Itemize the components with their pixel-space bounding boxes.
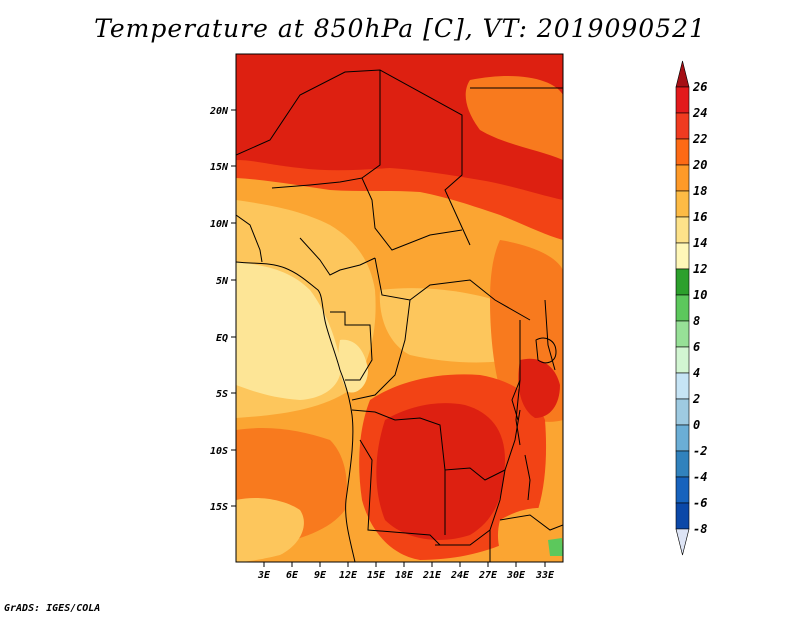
colorbar-label: -2 xyxy=(693,444,707,458)
colorbar-segment xyxy=(675,190,690,218)
map-frame xyxy=(235,53,564,563)
lat-label: 15N xyxy=(210,162,229,173)
colorbar-label: 26 xyxy=(692,80,707,94)
field-green-patch xyxy=(548,538,563,556)
colorbar-segment xyxy=(675,424,690,452)
lat-label: EQ xyxy=(216,333,228,344)
lon-axis: 3E 6E 9E 12E 15E 18E 21E 24E 27E 30E 33E xyxy=(257,562,555,581)
colorbar-label: -8 xyxy=(693,522,707,536)
colorbar xyxy=(675,60,690,556)
lon-label: 21E xyxy=(422,570,442,581)
chart-title: Temperature at 850hPa [C], VT: 201909052… xyxy=(94,14,706,43)
colorbar-segment xyxy=(675,112,690,140)
colorbar-segment xyxy=(675,502,690,530)
lon-label: 12E xyxy=(339,570,358,581)
field-ne-warm xyxy=(465,75,563,160)
lat-label: 20N xyxy=(209,106,229,117)
colorbar-segment xyxy=(675,242,690,270)
field-west-cooler xyxy=(236,262,341,400)
colorbar-segment xyxy=(675,372,690,400)
border-7 xyxy=(330,311,373,381)
colorbar-segment xyxy=(675,216,690,244)
lake-tanganyika xyxy=(515,379,521,446)
border-4 xyxy=(271,177,463,251)
colorbar-segment xyxy=(675,450,690,478)
field-se-patch xyxy=(518,358,560,418)
colorbar-label: -6 xyxy=(693,496,707,510)
lat-label: 15S xyxy=(210,502,228,513)
border-5 xyxy=(299,237,376,276)
lon-label: 33E xyxy=(535,570,555,581)
border-8 xyxy=(351,299,411,401)
lon-label: 9E xyxy=(314,570,327,581)
field-sw-cool xyxy=(236,498,304,562)
lon-label: 30E xyxy=(506,570,526,581)
colorbar-segment xyxy=(675,294,690,322)
country-borders xyxy=(236,69,563,562)
colorbar-label: 2 xyxy=(692,392,700,406)
colorbar-label: -4 xyxy=(693,470,707,484)
border-13 xyxy=(511,320,521,421)
border-16 xyxy=(499,514,563,531)
border-10 xyxy=(359,439,441,546)
field-central xyxy=(379,288,525,363)
colorbar-label: 18 xyxy=(693,184,707,198)
colorbar-label: 20 xyxy=(692,158,707,172)
border-6 xyxy=(374,257,531,321)
field-south-core xyxy=(376,403,505,540)
colorbar-label: 14 xyxy=(693,236,707,250)
colorbar-segment xyxy=(675,320,690,348)
coastline xyxy=(236,261,356,562)
colorbar-label: 22 xyxy=(692,132,707,146)
colorbar-labels: 26 24 22 20 18 16 14 12 10 8 6 4 2 0 -2 … xyxy=(692,80,707,536)
colorbar-segment xyxy=(675,138,690,166)
lat-axis: 20N 15N 10N 5N EQ 5S 10S 15S xyxy=(209,106,236,513)
lon-label: 6E xyxy=(286,570,299,581)
lon-label: 24E xyxy=(450,570,470,581)
lat-label: 5S xyxy=(216,389,228,400)
colorbar-label: 0 xyxy=(693,418,700,432)
colorbar-label: 16 xyxy=(693,210,707,224)
border-12 xyxy=(489,469,506,562)
colorbar-segment xyxy=(675,346,690,374)
lon-label: 3E xyxy=(257,570,271,581)
lat-label: 5N xyxy=(216,276,229,287)
temperature-field xyxy=(236,54,563,562)
border-2 xyxy=(236,69,471,246)
lake-victoria xyxy=(535,337,557,364)
border-15 xyxy=(236,214,263,263)
colorbar-max-arrow xyxy=(675,60,690,88)
colorbar-label: 24 xyxy=(692,106,707,120)
colorbar-segment xyxy=(675,268,690,296)
lake-malawi xyxy=(524,454,531,501)
colorbar-label: 12 xyxy=(693,262,707,276)
colorbar-segment xyxy=(675,86,690,114)
lat-label: 10N xyxy=(210,219,229,230)
lon-label: 27E xyxy=(478,570,498,581)
colorbar-min-arrow xyxy=(675,528,690,556)
border-17 xyxy=(435,529,491,546)
colorbar-label: 4 xyxy=(693,366,700,380)
lat-label: 10S xyxy=(210,446,228,457)
colorbar-segment xyxy=(675,476,690,504)
colorbar-label: 10 xyxy=(693,288,707,302)
border-1 xyxy=(361,70,381,179)
colorbar-label: 8 xyxy=(693,314,700,328)
colorbar-segment xyxy=(675,398,690,426)
border-14 xyxy=(544,299,556,371)
field-se-mild xyxy=(497,508,563,562)
grads-credit: GrADS: IGES/COLA xyxy=(4,603,101,614)
lon-label: 18E xyxy=(395,570,414,581)
lon-label: 15E xyxy=(367,570,386,581)
colorbar-segment xyxy=(675,164,690,192)
colorbar-label: 6 xyxy=(693,340,700,354)
